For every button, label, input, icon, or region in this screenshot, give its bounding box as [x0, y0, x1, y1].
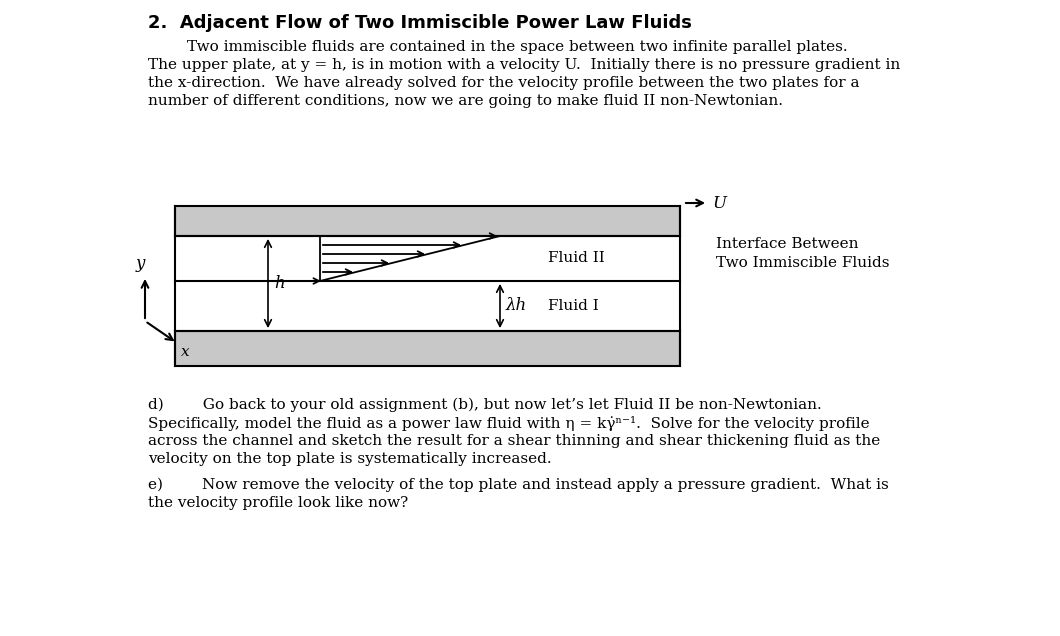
Bar — [175, 331, 681, 366]
Text: The upper plate, at y = h, is in motion with a velocity U.  Initially there is n: The upper plate, at y = h, is in motion … — [148, 58, 900, 72]
Text: Specifically, model the fluid as a power law fluid with η = kγ̇ⁿ⁻¹.  Solve for t: Specifically, model the fluid as a power… — [148, 416, 869, 431]
Text: Two immiscible fluids are contained in the space between two infinite parallel p: Two immiscible fluids are contained in t… — [148, 40, 848, 54]
Text: Fluid II: Fluid II — [548, 251, 605, 265]
Text: e)        Now remove the velocity of the top plate and instead apply a pressure : e) Now remove the velocity of the top pl… — [148, 478, 888, 492]
Text: Interface Between
Two Immiscible Fluids: Interface Between Two Immiscible Fluids — [716, 237, 889, 270]
Text: x: x — [181, 345, 190, 359]
Text: velocity on the top plate is systematically increased.: velocity on the top plate is systematica… — [148, 452, 551, 466]
Text: y: y — [136, 255, 144, 272]
Text: across the channel and sketch the result for a shear thinning and shear thickeni: across the channel and sketch the result… — [148, 434, 880, 448]
Text: d)        Go back to your old assignment (b), but now let’s let Fluid II be non-: d) Go back to your old assignment (b), b… — [148, 398, 822, 412]
Text: 2.  Adjacent Flow of Two Immiscible Power Law Fluids: 2. Adjacent Flow of Two Immiscible Power… — [148, 14, 692, 32]
Text: Fluid I: Fluid I — [548, 299, 599, 313]
Text: U: U — [712, 195, 726, 212]
Text: the velocity profile look like now?: the velocity profile look like now? — [148, 496, 408, 510]
Text: the x-direction.  We have already solved for the velocity profile between the tw: the x-direction. We have already solved … — [148, 76, 860, 90]
Bar — [175, 206, 681, 236]
Text: λh: λh — [506, 298, 527, 314]
Text: h: h — [273, 275, 285, 292]
Text: number of different conditions, now we are going to make fluid II non-Newtonian.: number of different conditions, now we a… — [148, 94, 783, 108]
